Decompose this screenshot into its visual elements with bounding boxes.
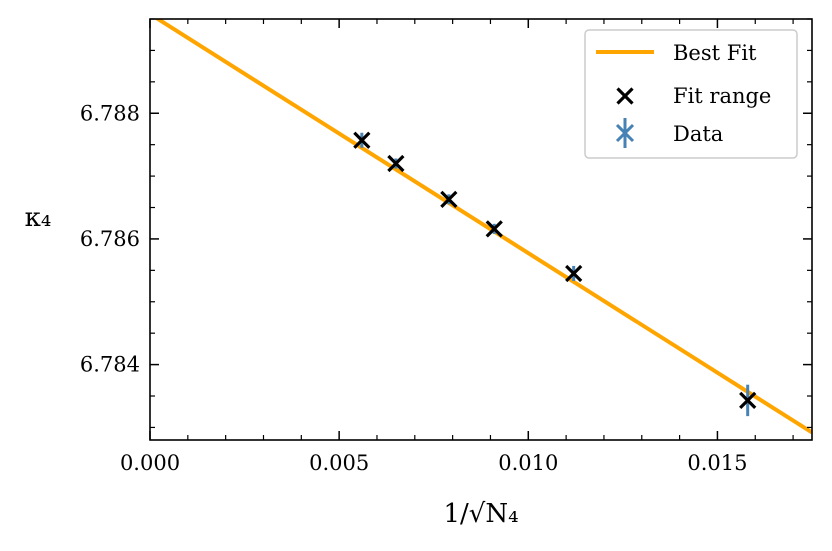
legend-errorbar-marker	[615, 123, 635, 143]
marker-stroke	[739, 391, 757, 410]
legend: Best Fit Fit range Data	[584, 29, 798, 159]
y-tick-label: 6.786	[80, 227, 140, 251]
marker-stroke	[353, 131, 371, 149]
legend-fit-range-swatch	[616, 87, 634, 105]
fit-range-marker	[353, 131, 371, 149]
x-axis-label: 1/√N₄	[443, 499, 518, 529]
marker-stroke	[387, 154, 405, 173]
legend-best-fit-label: Best Fit	[673, 41, 757, 65]
y-axis-label: κ₄	[25, 203, 52, 233]
fit-range-marker	[739, 391, 757, 410]
fit-range-marker	[485, 220, 503, 238]
best-fit-line	[154, 19, 812, 435]
x-tick-label: 0.000	[120, 451, 180, 475]
legend-fit-range-label: Fit range	[673, 84, 771, 108]
legend-box	[584, 29, 798, 159]
x-tick-label: 0.010	[498, 451, 558, 475]
plot-area-frame	[149, 18, 813, 441]
y-tick-label: 6.784	[80, 353, 140, 377]
y-tick-label: 6.788	[80, 101, 140, 125]
fit-range-marker	[387, 154, 405, 173]
x-tick-label: 0.015	[687, 451, 747, 475]
legend-data-label: Data	[673, 122, 723, 146]
legend-data-swatch	[615, 118, 635, 148]
legend-marker-stroke	[616, 87, 634, 105]
ticks-layer: 0.000 0.005 0.010 0.015 6.784 6.786 6.788	[80, 18, 812, 475]
marker-stroke	[440, 190, 458, 208]
marker-stroke	[565, 264, 583, 283]
fit-range-marker	[565, 264, 583, 283]
x-tick-label: 0.005	[309, 451, 369, 475]
fit-range-marker	[440, 190, 458, 208]
marker-stroke	[485, 220, 503, 238]
series-layer	[154, 19, 812, 435]
